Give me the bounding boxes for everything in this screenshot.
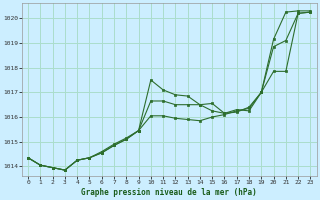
X-axis label: Graphe pression niveau de la mer (hPa): Graphe pression niveau de la mer (hPa)	[81, 188, 257, 197]
